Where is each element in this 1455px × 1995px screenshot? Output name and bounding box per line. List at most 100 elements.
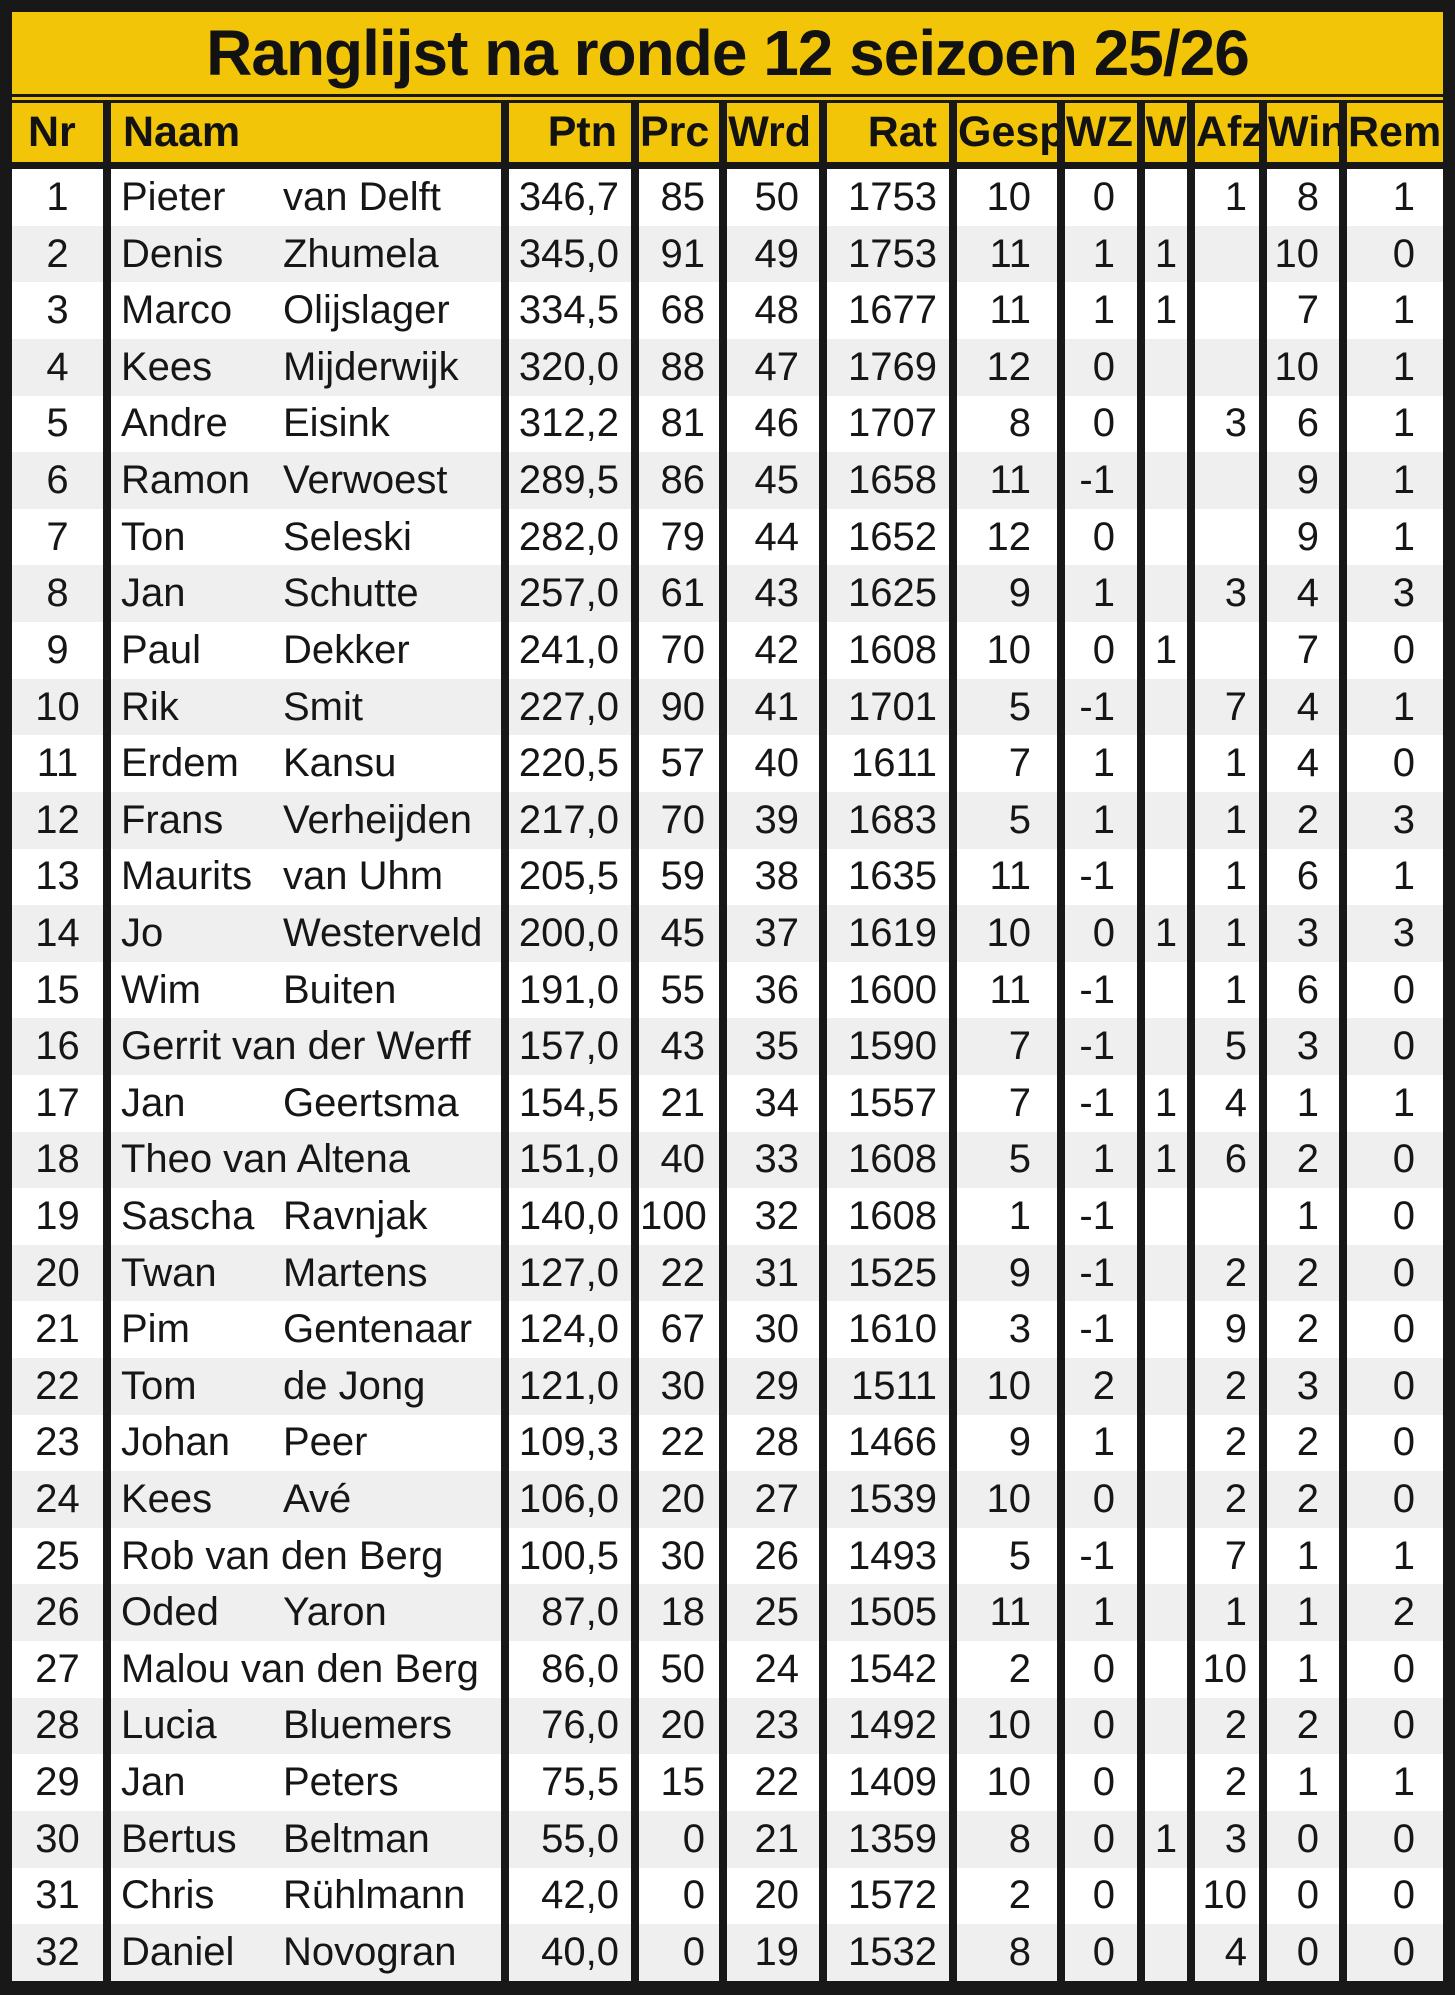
cell-gesp: 12 xyxy=(949,508,1061,566)
cell-win: 4 xyxy=(1259,565,1343,623)
cell-rat: 1608 xyxy=(819,1131,953,1189)
cell-wrd: 20 xyxy=(719,1867,823,1925)
player-last-name: Smit xyxy=(283,684,363,729)
cell-nr: 11 xyxy=(12,735,107,792)
cell-w xyxy=(1137,452,1191,509)
cell-gesp: 10 xyxy=(949,1358,1061,1415)
cell-afz: 1 xyxy=(1187,791,1263,849)
cell-gesp: 8 xyxy=(949,1810,1061,1868)
player-name: Chris Rühlmann xyxy=(121,1873,500,1918)
player-name: Rik Smit xyxy=(121,685,500,730)
table-row: 7 Ton Seleski 282,0 79 44 1652 12 0 9 1 xyxy=(12,508,1443,566)
cell-nr: 16 xyxy=(12,1018,107,1075)
cell-gesp: 9 xyxy=(949,1244,1061,1302)
cell-wrd: 39 xyxy=(719,791,823,849)
cell-gesp: 11 xyxy=(949,848,1061,906)
cell-prc: 88 xyxy=(631,339,723,396)
cell-rem: 1 xyxy=(1339,165,1443,226)
cell-afz: 1 xyxy=(1187,735,1263,792)
cell-win: 0 xyxy=(1259,1924,1343,1981)
cell-rem: 0 xyxy=(1339,1131,1443,1189)
cell-rem: 1 xyxy=(1339,282,1443,340)
cell-nr: 17 xyxy=(12,1074,107,1132)
ranking-table-area: Nr Naam Ptn Prc Wrd Rat Gesp WZ W Afz Win Rem 1 Piet… xyxy=(12,103,1443,1981)
column-header-w: W xyxy=(1137,103,1191,169)
cell-win: 4 xyxy=(1259,735,1343,792)
cell-afz: 1 xyxy=(1187,165,1263,226)
cell-rat: 1753 xyxy=(819,225,953,283)
player-name-cell: Pieter van Delft xyxy=(103,165,505,226)
cell-w xyxy=(1137,508,1191,566)
player-last-name: van Altena xyxy=(223,1137,410,1182)
cell-w xyxy=(1137,1924,1191,1981)
player-name-cell: Pim Gentenaar xyxy=(103,1301,505,1359)
cell-win: 1 xyxy=(1259,1527,1343,1585)
cell-w xyxy=(1137,1471,1191,1528)
player-last-name: Gentenaar xyxy=(283,1307,473,1352)
cell-wrd: 40 xyxy=(719,735,823,792)
player-first-name: Jan xyxy=(121,1760,186,1805)
player-name-cell: Jan Peters xyxy=(103,1754,505,1811)
cell-gesp: 10 xyxy=(949,165,1061,226)
cell-ptn: 109,3 xyxy=(501,1414,635,1472)
cell-ptn: 320,0 xyxy=(501,339,635,396)
player-first-name: Chris xyxy=(121,1873,215,1918)
player-name-cell: Kees Mijderwijk xyxy=(103,339,505,396)
cell-win: 9 xyxy=(1259,452,1343,509)
cell-nr: 4 xyxy=(12,339,107,396)
cell-gesp: 11 xyxy=(949,225,1061,283)
cell-wrd: 50 xyxy=(719,165,823,226)
cell-nr: 5 xyxy=(12,395,107,453)
cell-rem: 0 xyxy=(1339,1697,1443,1755)
table-row: 3 Marco Olijslager 334,5 68 48 1677 11 1 1 7 1 xyxy=(12,282,1443,340)
player-name: Daniel Novogran xyxy=(121,1930,500,1975)
cell-ptn: 345,0 xyxy=(501,225,635,283)
cell-rem: 0 xyxy=(1339,1471,1443,1528)
cell-rem: 0 xyxy=(1339,1641,1443,1698)
cell-w xyxy=(1137,1018,1191,1075)
player-name: Kees Avé xyxy=(121,1477,500,1522)
cell-afz: 7 xyxy=(1187,1527,1263,1585)
player-name: Paul Dekker xyxy=(121,628,500,673)
cell-w xyxy=(1137,165,1191,226)
cell-rat: 1701 xyxy=(819,678,953,736)
cell-win: 1 xyxy=(1259,1641,1343,1698)
cell-nr: 26 xyxy=(12,1584,107,1642)
player-name-cell: Maurits van Uhm xyxy=(103,848,505,906)
cell-ptn: 42,0 xyxy=(501,1867,635,1925)
cell-wz: 0 xyxy=(1057,1641,1141,1698)
table-row: 14 Jo Westerveld 200,0 45 37 1619 10 0 1 1 3 3 xyxy=(12,905,1443,962)
cell-wz: 0 xyxy=(1057,1697,1141,1755)
table-row: 22 Tom de Jong 121,0 30 29 1511 10 2 2 3 0 xyxy=(12,1358,1443,1415)
cell-afz: 2 xyxy=(1187,1754,1263,1811)
cell-wrd: 37 xyxy=(719,905,823,962)
cell-wrd: 44 xyxy=(719,508,823,566)
cell-wz: -1 xyxy=(1057,452,1141,509)
player-first-name: Pieter xyxy=(121,174,226,219)
cell-wrd: 31 xyxy=(719,1244,823,1302)
player-last-name: Schutte xyxy=(283,571,419,616)
player-name-cell: Daniel Novogran xyxy=(103,1924,505,1981)
cell-nr: 30 xyxy=(12,1810,107,1868)
player-name-cell: Jan Schutte xyxy=(103,565,505,623)
cell-prc: 30 xyxy=(631,1527,723,1585)
cell-rem: 1 xyxy=(1339,339,1443,396)
cell-gesp: 7 xyxy=(949,735,1061,792)
player-first-name: Rob xyxy=(121,1533,195,1578)
table-row: 32 Daniel Novogran 40,0 0 19 1532 8 0 4 0 0 xyxy=(12,1924,1443,1981)
player-last-name: Kansu xyxy=(283,741,397,786)
cell-rat: 1511 xyxy=(819,1358,953,1415)
cell-afz xyxy=(1187,622,1263,679)
cell-nr: 23 xyxy=(12,1414,107,1472)
cell-rat: 1600 xyxy=(819,961,953,1019)
column-header-gesp: Gesp xyxy=(949,103,1061,169)
cell-win: 6 xyxy=(1259,395,1343,453)
player-name: Maurits van Uhm xyxy=(121,854,500,899)
cell-nr: 13 xyxy=(12,848,107,906)
cell-w xyxy=(1137,735,1191,792)
player-name: Lucia Bluemers xyxy=(121,1703,500,1748)
player-last-name: Verwoest xyxy=(283,458,448,503)
cell-rat: 1625 xyxy=(819,565,953,623)
cell-win: 8 xyxy=(1259,165,1343,226)
table-row: 30 Bertus Beltman 55,0 0 21 1359 8 0 1 3 0 0 xyxy=(12,1810,1443,1868)
